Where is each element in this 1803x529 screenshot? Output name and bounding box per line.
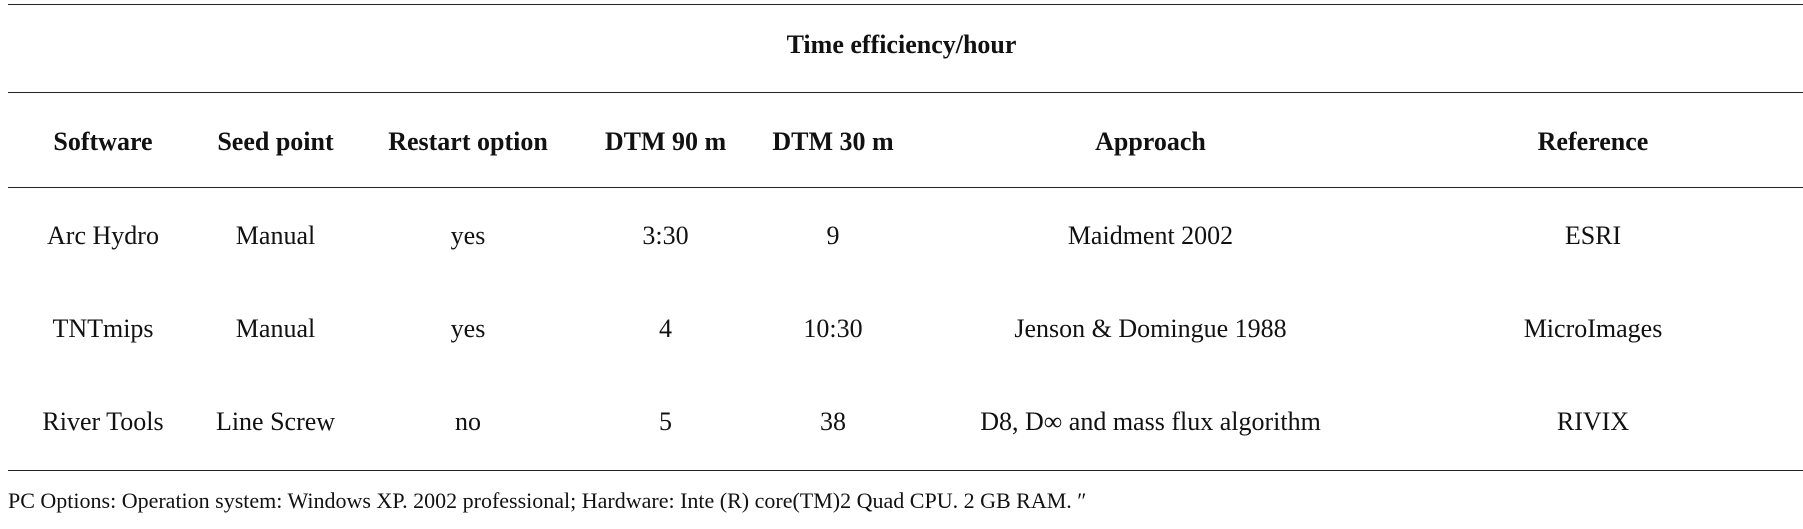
column-header: Seed point bbox=[217, 127, 334, 156]
table-row: Arc Hydro Manual yes 3:30 9 Maidment 200… bbox=[8, 189, 1803, 282]
column-header: Reference bbox=[1537, 127, 1649, 156]
table-cell: MicroImages bbox=[1523, 313, 1663, 343]
table-cell: 38 bbox=[820, 406, 846, 436]
table-title: Time efficiency/hour bbox=[786, 30, 1017, 59]
table-cell: Jenson & Domingue 1988 bbox=[1014, 313, 1287, 343]
table-cell: 4 bbox=[659, 313, 672, 343]
bottom-rule bbox=[8, 470, 1803, 471]
table-cell: Line Screw bbox=[215, 406, 336, 436]
top-rule bbox=[8, 4, 1803, 5]
header-rule bbox=[8, 187, 1803, 188]
column-header: Restart option bbox=[388, 127, 548, 156]
table-row: River Tools Line Screw no 5 38 D8, D∞ an… bbox=[8, 375, 1803, 468]
table-cell: no bbox=[455, 406, 481, 436]
column-header: DTM 90 m bbox=[604, 127, 727, 156]
column-header: DTM 30 m bbox=[772, 127, 894, 156]
table-cell: Manual bbox=[235, 313, 316, 343]
table-cell: Manual bbox=[235, 220, 316, 250]
header-row: Software Seed point Restart option DTM 9… bbox=[8, 95, 1803, 189]
table-cell: TNTmips bbox=[52, 313, 154, 343]
table-cell: River Tools bbox=[42, 406, 164, 436]
table-cell: ESRI bbox=[1564, 220, 1622, 250]
table-cell: RIVIX bbox=[1556, 406, 1630, 436]
data-table: Software Seed point Restart option DTM 9… bbox=[8, 95, 1803, 468]
table-cell: 10:30 bbox=[803, 313, 863, 343]
table-cell: 9 bbox=[826, 220, 840, 250]
column-header: Approach bbox=[1095, 127, 1206, 156]
table-cell: 5 bbox=[659, 406, 672, 436]
table-cell: Maidment 2002 bbox=[1067, 220, 1234, 250]
table-row: TNTmips Manual yes 4 10:30 Jenson & Domi… bbox=[8, 282, 1803, 375]
table-cell: 3:30 bbox=[642, 220, 689, 250]
column-header: Software bbox=[53, 127, 153, 156]
footnote: PC Options: Operation system: Windows XP… bbox=[8, 488, 1087, 513]
table-cell: D8, D∞ and mass flux algorithm bbox=[980, 406, 1321, 436]
table-cell: Arc Hydro bbox=[47, 220, 159, 250]
table-cell: yes bbox=[450, 313, 486, 343]
table-cell: yes bbox=[450, 220, 486, 250]
title-rule bbox=[8, 92, 1803, 93]
